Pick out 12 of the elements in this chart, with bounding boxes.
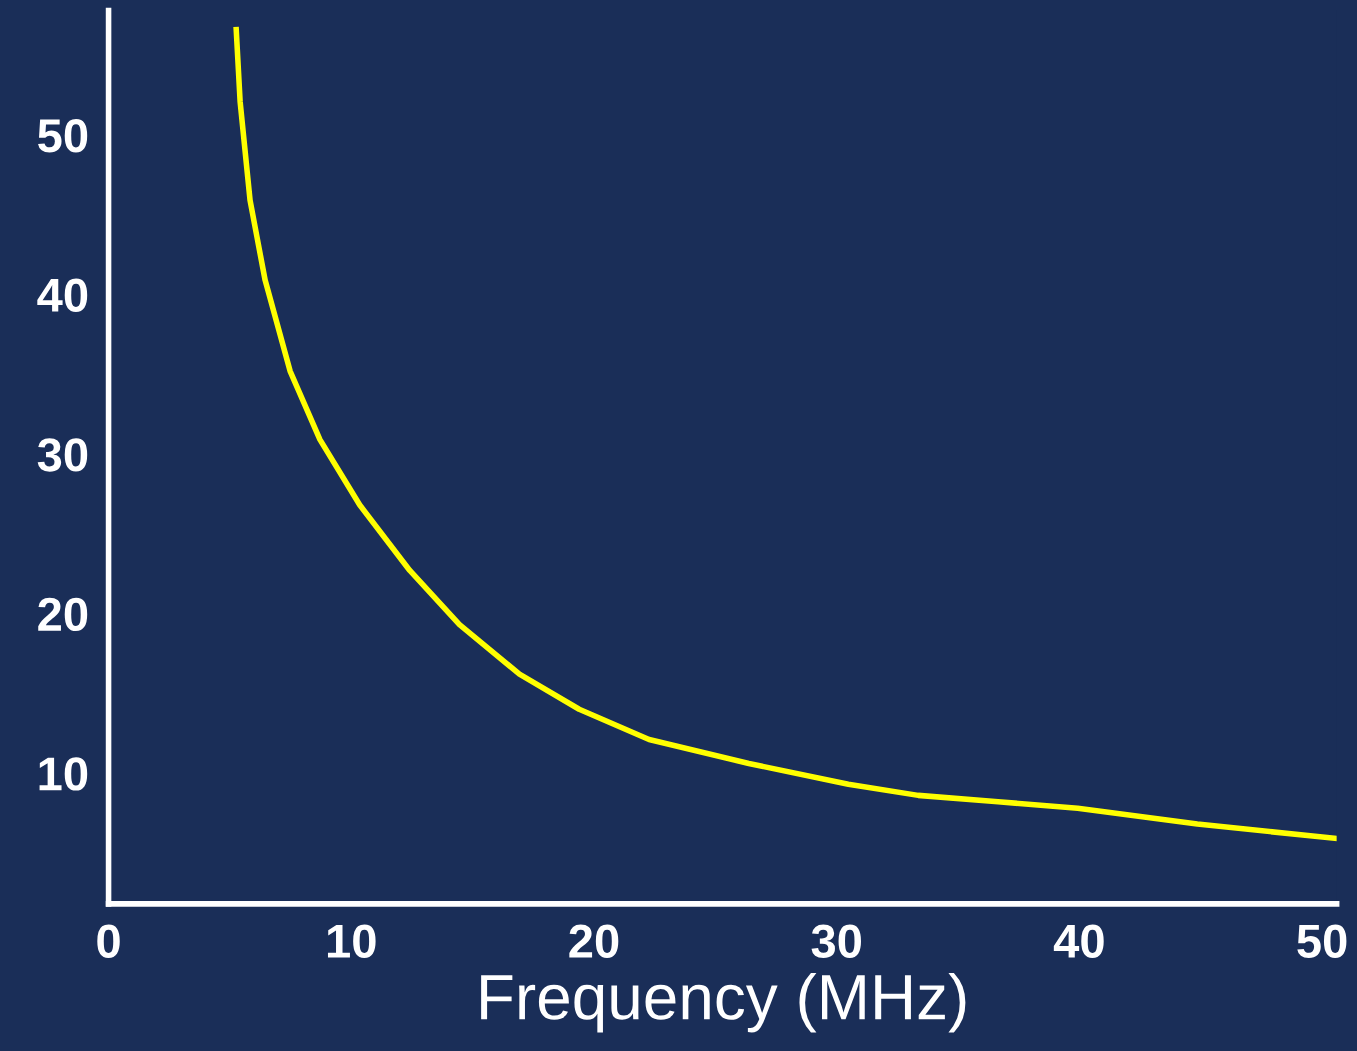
y-tick-label: 10 — [39, 757, 88, 791]
y-tick-label: 40 — [37, 278, 88, 313]
y-tick-label: 20 — [38, 597, 88, 632]
x-axis-title: Frequency (MHz) — [481, 972, 966, 1033]
x-tick-label: 20 — [569, 924, 619, 958]
x-tick-label: 30 — [811, 924, 861, 959]
x-tick-label: 0 — [97, 924, 120, 958]
x-tick-label: 40 — [1053, 924, 1104, 958]
x-tick-label: 50 — [1297, 924, 1347, 958]
y-tick-label: 50 — [38, 119, 88, 153]
x-tick-label: 10 — [327, 924, 376, 958]
y-tick-label: 30 — [37, 438, 88, 472]
